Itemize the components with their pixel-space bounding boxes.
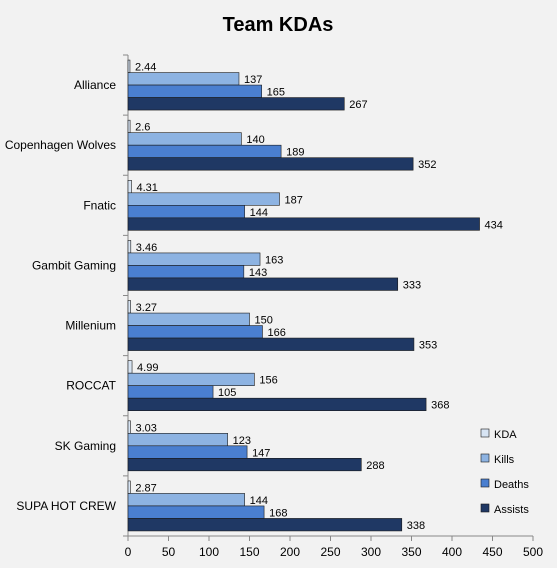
x-tick-label: 250	[320, 545, 340, 559]
data-label: 352	[418, 159, 436, 171]
category-label: Fnatic	[83, 198, 116, 212]
bar-kda	[127, 59, 131, 73]
data-label: 288	[366, 460, 384, 472]
data-label: 3.46	[136, 242, 157, 254]
bar-assists	[127, 397, 427, 411]
data-label: 4.31	[136, 182, 157, 194]
bar-kills	[127, 372, 255, 386]
data-label: 143	[249, 267, 267, 279]
data-label: 3.27	[136, 302, 157, 314]
bar-assists	[127, 217, 480, 231]
data-label: 123	[233, 435, 251, 447]
x-tick-label: 400	[442, 545, 462, 559]
bar-kills	[127, 72, 240, 86]
bar-deaths	[127, 505, 265, 519]
bar-kills	[127, 493, 245, 507]
x-tick-label: 350	[401, 545, 421, 559]
x-tick-label: 0	[125, 545, 132, 559]
data-label: 2.44	[135, 62, 156, 74]
bar-kda	[127, 300, 131, 314]
x-tick-label: 500	[523, 545, 543, 559]
bar-deaths	[127, 144, 282, 158]
bar-kda	[127, 480, 131, 494]
x-tick-label: 450	[482, 545, 502, 559]
legend-swatch-assists	[480, 503, 490, 513]
bar-assists	[127, 277, 399, 291]
data-label: 165	[267, 87, 285, 99]
data-label: 4.99	[137, 362, 158, 374]
bar-deaths	[127, 385, 214, 399]
chart-title: Team KDAs	[223, 14, 334, 36]
legend-label: Assists	[494, 504, 529, 516]
data-label: 144	[250, 207, 268, 219]
data-label: 156	[259, 375, 277, 387]
bar-kda	[127, 240, 132, 254]
bar-kills	[127, 433, 228, 447]
data-label: 333	[403, 279, 421, 291]
bar-deaths	[127, 325, 263, 339]
legend-swatch-kda	[480, 428, 490, 438]
data-label: 168	[269, 507, 287, 519]
bar-kda	[127, 420, 131, 434]
bar-assists	[127, 97, 345, 111]
bar-kills	[127, 252, 261, 266]
x-tick-label: 150	[239, 545, 259, 559]
data-label: 163	[265, 254, 283, 266]
category-label: Copenhagen Wolves	[5, 138, 116, 152]
bar-assists	[127, 157, 414, 171]
bar-deaths	[127, 265, 245, 279]
data-label: 147	[252, 447, 270, 459]
data-label: 2.87	[135, 482, 156, 494]
data-label: 3.03	[135, 422, 156, 434]
x-tick-label: 50	[162, 545, 176, 559]
legend-label: Deaths	[494, 479, 529, 491]
bar-kda	[127, 360, 133, 374]
data-label: 353	[419, 340, 437, 352]
data-label: 150	[255, 315, 273, 327]
bar-assists	[127, 337, 415, 351]
bar-kills	[127, 192, 280, 206]
data-label: 144	[250, 495, 268, 507]
data-label: 166	[267, 327, 285, 339]
bar-kills	[127, 132, 242, 146]
legend-label: Kills	[494, 454, 515, 466]
category-label: SUPA HOT CREW	[16, 499, 116, 513]
data-label: 105	[218, 387, 236, 399]
legend-swatch-kills	[480, 453, 490, 463]
bar-deaths	[127, 445, 248, 459]
bar-deaths	[127, 84, 262, 98]
x-tick-label: 300	[361, 545, 381, 559]
data-label: 137	[244, 74, 262, 86]
data-label: 187	[284, 194, 302, 206]
bar-assists	[127, 518, 403, 532]
data-label: 434	[485, 219, 503, 231]
bar-kills	[127, 312, 250, 326]
category-label: Alliance	[74, 78, 116, 92]
data-label: 368	[431, 400, 449, 412]
category-label: Gambit Gaming	[32, 258, 116, 272]
data-label: 2.6	[135, 122, 150, 134]
data-label: 189	[286, 147, 304, 159]
data-label: 140	[246, 134, 264, 146]
category-label: ROCCAT	[66, 379, 116, 393]
data-label: 267	[349, 99, 367, 111]
x-tick-label: 100	[199, 545, 219, 559]
x-tick-label: 200	[280, 545, 300, 559]
bar-assists	[127, 458, 362, 472]
bar-kda	[127, 119, 131, 133]
legend-label: KDA	[494, 429, 517, 441]
bar-deaths	[127, 205, 245, 219]
category-label: Millenium	[65, 319, 116, 333]
bar-kda	[127, 180, 132, 194]
legend-swatch-deaths	[480, 478, 490, 488]
data-label: 338	[407, 520, 425, 532]
category-label: SK Gaming	[55, 439, 116, 453]
